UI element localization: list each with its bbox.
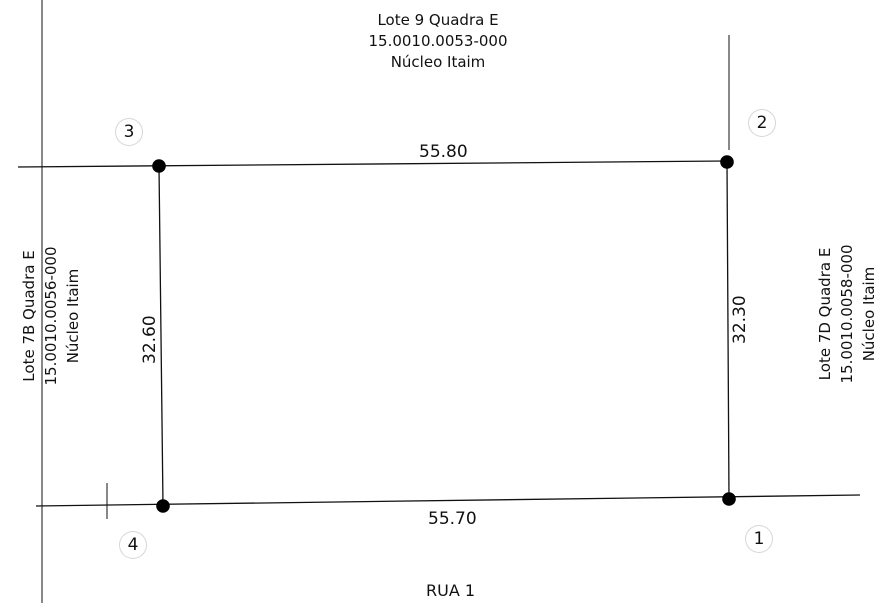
right-dimension: 32.30 [730,295,750,344]
left-boundary-line [158,165,164,507]
north-lot-line-1: Lote 9 Quadra E [377,11,499,29]
corner-point-3 [152,159,166,173]
west-lot-line-1: Lote 7B Quadra E [20,250,38,382]
corner-label-4: 4 [119,531,147,559]
top-boundary-line [17,160,728,168]
west-lot-label: Lote 7B Quadra E 15.0010.0056-000 Núcleo… [18,236,84,396]
corner-point-4 [156,499,170,513]
north-lot-line-2: 15.0010.0053-000 [368,32,508,50]
top-dimension: 55.80 [419,142,468,162]
corner-point-1 [722,492,736,506]
north-lot-label: Lote 9 Quadra E 15.0010.0053-000 Núcleo … [356,10,520,73]
east-lot-line-2: 15.0010.0058-000 [838,244,856,384]
east-lot-line-3: Núcleo Itaim [860,266,876,362]
east-lot-line-1: Lote 7D Quadra E [816,247,834,381]
east-lot-label: Lote 7D Quadra E 15.0010.0058-000 Núcleo… [814,234,876,394]
right-boundary-line [726,161,730,500]
street-label: RUA 1 [426,581,476,600]
west-lot-line-2: 15.0010.0056-000 [42,246,60,386]
corner-label-3: 3 [115,118,143,146]
left-dimension: 32.60 [140,315,160,364]
west-lot-line-3: Núcleo Itaim [64,268,82,364]
corner-label-2: 2 [748,109,776,137]
corner-point-2 [720,155,734,169]
bottom-dimension: 55.70 [428,509,477,529]
corner-label-1: 1 [745,525,773,553]
north-lot-line-3: Núcleo Itaim [390,53,486,71]
